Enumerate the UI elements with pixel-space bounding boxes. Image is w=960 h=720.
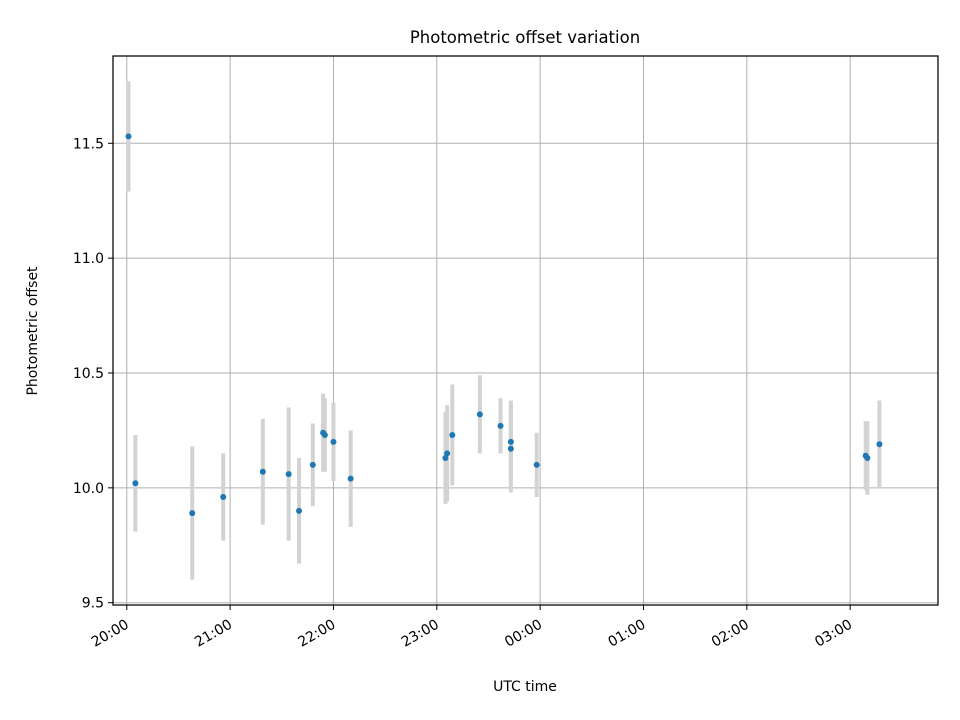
data-point	[296, 507, 303, 514]
y-tick-label: 9.5	[82, 596, 104, 612]
data-point	[864, 454, 871, 461]
y-tick-label: 11.5	[73, 136, 104, 152]
data-point	[132, 480, 139, 487]
data-points	[125, 133, 883, 517]
data-point	[321, 432, 328, 439]
data-point	[533, 461, 540, 468]
data-point	[259, 468, 266, 475]
data-point	[220, 494, 227, 501]
data-point	[125, 133, 132, 140]
data-point	[497, 422, 504, 429]
y-tick-label: 10.5	[73, 366, 104, 382]
y-axis-label: Photometric offset	[25, 266, 41, 396]
y-tick-label: 11.0	[73, 251, 104, 267]
plot-frame	[112, 55, 939, 606]
data-point	[189, 510, 196, 517]
data-point	[476, 411, 483, 418]
data-point	[449, 432, 456, 439]
data-point	[876, 441, 883, 448]
data-point	[285, 471, 292, 478]
data-point	[309, 461, 316, 468]
x-axis-label: UTC time	[493, 679, 557, 695]
data-point	[507, 445, 514, 452]
data-point	[347, 475, 354, 482]
y-tick-label: 10.0	[73, 481, 104, 497]
data-point	[442, 454, 449, 461]
chart-title: Photometric offset variation	[410, 28, 640, 47]
data-point	[507, 438, 514, 445]
grid	[113, 56, 938, 605]
data-point	[444, 450, 451, 457]
data-point	[330, 438, 337, 445]
